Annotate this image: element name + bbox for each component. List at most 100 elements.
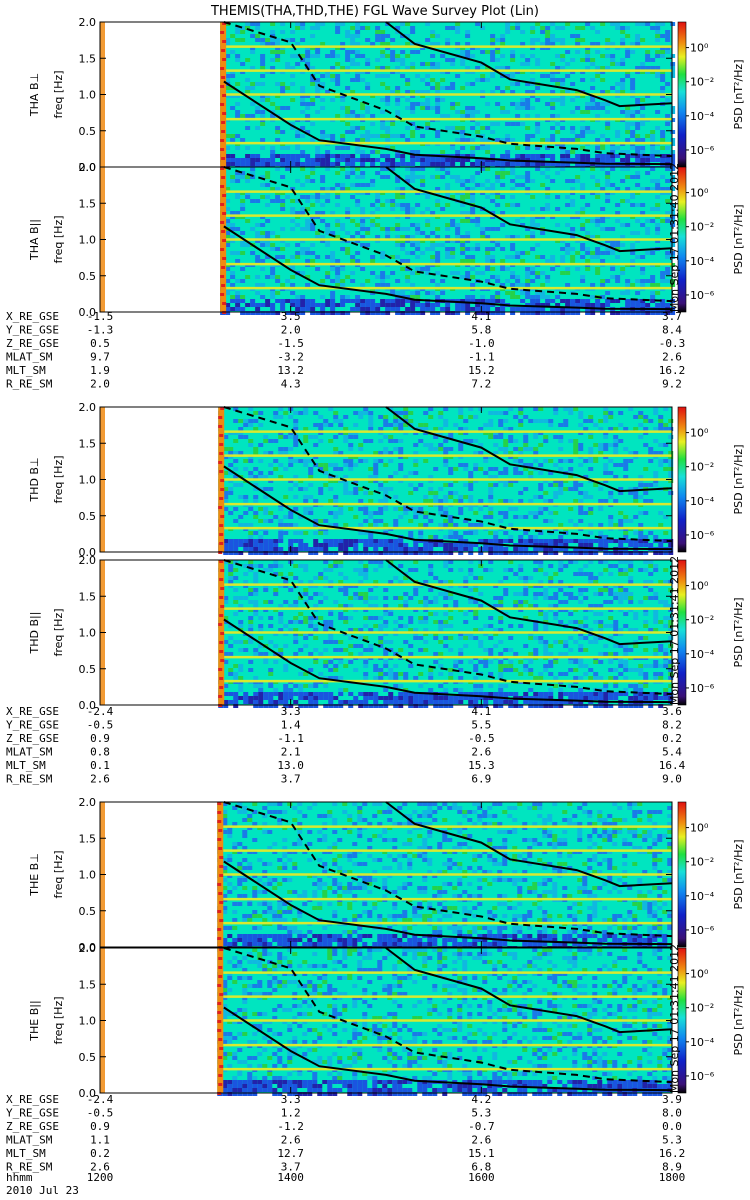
- ephemeris-value: 8.0: [662, 1107, 682, 1120]
- spectrogram-panel: 0.0 0.5 1.0 1.5 2.0 THD B|| freq [Hz] 10⁰ 10⁻² 10…: [28, 554, 745, 712]
- y-tick-label: 1.5: [79, 978, 97, 991]
- y-tick-label: 2.0: [79, 161, 97, 174]
- colorbar-tick-label: 10⁻²: [690, 1002, 714, 1015]
- y-tick-label: 1.0: [79, 627, 97, 640]
- x-tick-label: 1200: [87, 1171, 114, 1184]
- ephemeris-value: 13.0: [277, 759, 304, 772]
- ephemeris-value: -0.5: [87, 1107, 114, 1120]
- colorbar-tick-label: 10⁻⁶: [690, 529, 715, 542]
- colorbar-tick-label: 10⁰: [690, 968, 709, 981]
- ephemeris-value: 4.3: [281, 378, 301, 391]
- colorbar-tick-label: 10⁻⁶: [690, 1070, 715, 1083]
- ephemeris-name: X_RE_GSE: [6, 705, 59, 718]
- solid-frequency-curve: [223, 465, 673, 551]
- ephemeris-value: 2.0: [90, 378, 110, 391]
- ephemeris-value: 2.6: [90, 773, 110, 786]
- ephemeris-name: R_RE_SM: [6, 773, 53, 786]
- panel-label: THD B⊥: [28, 457, 41, 502]
- colorbar: [677, 21, 687, 168]
- ephemeris-value: 2.6: [281, 1134, 301, 1147]
- y-axis-label: freq [Hz]: [52, 455, 65, 503]
- timestamp-stamp: Mon Sep 17 01:31:40 2012: [668, 163, 681, 312]
- ephemeris-value: 2.1: [281, 746, 301, 759]
- ephemeris-row: Z_RE_GSE 0.9 -1.2 -0.7 0.0: [6, 1120, 682, 1133]
- panel-label: THA B⊥: [28, 73, 41, 117]
- colorbar-tick-label: 10⁰: [690, 42, 709, 55]
- y-tick-label: 2.0: [79, 401, 97, 414]
- ephemeris-name: MLAT_SM: [6, 1134, 53, 1147]
- x-tick-label: 1400: [277, 1171, 304, 1184]
- colorbar-tick-label: 10⁻⁴: [690, 255, 715, 268]
- ephemeris-value: 16.2: [659, 364, 686, 377]
- spectrogram-panel: 0.0 0.5 1.0 1.5 2.0 THD B⊥ freq [Hz] 10⁰ 10⁻² 10⁻…: [28, 401, 745, 559]
- colorbar: [677, 559, 687, 706]
- ephemeris-value: 3.7: [281, 773, 301, 786]
- colorbar-tick-label: 10⁻²: [690, 221, 714, 234]
- colorbar-tick-label: 10⁻⁴: [690, 495, 715, 508]
- y-tick-label: 1.0: [79, 869, 97, 882]
- y-axis-label: freq [Hz]: [52, 996, 65, 1044]
- ephemeris-value: 9.2: [662, 378, 682, 391]
- y-tick-label: 0.0: [79, 306, 97, 319]
- panel-label: THD B||: [28, 612, 41, 655]
- ephemeris-value: -1.2: [277, 1120, 304, 1133]
- solid-frequency-curve: [385, 801, 673, 888]
- colorbar: [677, 166, 687, 313]
- y-tick-label: 1.0: [79, 1015, 97, 1028]
- ephemeris-value: 0.1: [90, 759, 110, 772]
- timestamp-stamp: Mon Sep 17 01:31:41 2012: [668, 556, 681, 705]
- ephemeris-name: MLT_SM: [6, 1147, 46, 1160]
- solid-frequency-curve: [223, 618, 673, 704]
- ephemeris-value: 4.1: [471, 310, 491, 323]
- ephemeris-row: MLAT_SM 0.8 2.1 2.6 5.4: [6, 746, 682, 759]
- y-tick-label: 1.5: [79, 832, 97, 845]
- colorbar-tick-label: 10⁻⁶: [690, 682, 715, 695]
- ephemeris-value: -1.3: [87, 324, 114, 337]
- colorbar-tick-label: 10⁻²: [690, 461, 714, 474]
- solid-frequency-curve: [385, 947, 673, 1034]
- ephemeris-name: R_RE_SM: [6, 378, 53, 391]
- ephemeris-value: 0.2: [662, 732, 682, 745]
- ephemeris-name: Z_RE_GSE: [6, 337, 59, 350]
- ephemeris-row: MLT_SM 1.9 13.2 15.2 16.2: [6, 364, 685, 377]
- ephemeris-value: 0.9: [90, 1120, 110, 1133]
- ephemeris-row: X_RE_GSE -1.5 3.5 4.1 3.7: [6, 310, 682, 323]
- ephemeris-row: MLAT_SM 9.7 -3.2 -1.1 2.6: [6, 351, 682, 364]
- solid-frequency-curve: [385, 166, 673, 253]
- y-tick-label: 2.0: [79, 16, 97, 29]
- ephemeris-value: -0.3: [659, 337, 686, 350]
- ephemeris-value: 5.3: [471, 1107, 491, 1120]
- ephemeris-row: Z_RE_GSE 0.9 -1.1 -0.5 0.2: [6, 732, 682, 745]
- panel-label: THE B||: [28, 1000, 41, 1041]
- y-tick-label: 0.0: [79, 699, 97, 712]
- ephemeris-name: MLAT_SM: [6, 351, 53, 364]
- y-axis-label: freq [Hz]: [52, 70, 65, 118]
- ephemeris-value: 8.4: [662, 324, 682, 337]
- ephemeris-value: 1.1: [90, 1134, 110, 1147]
- y-tick-label: 1.5: [79, 437, 97, 450]
- ephemeris-value: 0.9: [90, 732, 110, 745]
- colorbar-tick-label: 10⁰: [690, 580, 709, 593]
- colorbar-tick-label: 10⁻²: [690, 614, 714, 627]
- ephemeris-name: MLT_SM: [6, 364, 46, 377]
- ephemeris-row: X_RE_GSE -2.4 3.3 4.1 3.6: [6, 705, 682, 718]
- y-tick-label: 0.0: [79, 161, 97, 174]
- colorbar: [677, 406, 687, 553]
- ephemeris-name: R_RE_SM: [6, 1161, 53, 1174]
- y-tick-label: 0.5: [79, 125, 97, 138]
- ephemeris-row: Y_RE_GSE -0.5 1.2 5.3 8.0: [6, 1107, 682, 1120]
- ephemeris-row: R_RE_SM 2.6 3.7 6.9 9.0: [6, 773, 682, 786]
- panel-label: THE B⊥: [28, 853, 41, 897]
- ephemeris-value: 0.2: [90, 1147, 110, 1160]
- spectrogram-panel: 0.0 0.5 1.0 1.5 2.0 THE B⊥ freq [Hz] 10⁰ 10⁻² 10⁻…: [28, 796, 745, 954]
- colorbar-tick-label: 10⁻²: [690, 856, 714, 869]
- ephemeris-value: -3.2: [277, 351, 304, 364]
- solid-frequency-curve: [223, 225, 673, 311]
- ephemeris-value: 2.0: [281, 324, 301, 337]
- ephemeris-value: 16.4: [659, 759, 686, 772]
- ephemeris-value: 5.4: [662, 746, 682, 759]
- ephemeris-row: MLT_SM 0.1 13.0 15.3 16.4: [6, 759, 686, 772]
- ephemeris-value: 3.9: [662, 1093, 682, 1106]
- ephemeris-value: -1.1: [277, 732, 304, 745]
